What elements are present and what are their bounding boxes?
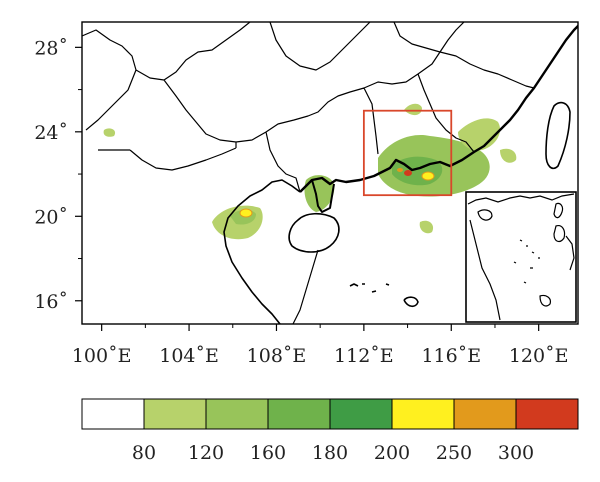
colorbar-label: 180: [312, 442, 348, 464]
rain-area-east-sea: [500, 148, 517, 163]
rain-core-yellow-east: [421, 171, 435, 181]
x-tick-label: 100˚E: [72, 345, 132, 367]
rain-area-upper-right: [458, 118, 501, 151]
colorbar-label: 200: [374, 442, 410, 464]
coastline-vietnam: [223, 179, 301, 324]
colorbar-label: 80: [132, 442, 156, 464]
x-tick-label: 104˚E: [159, 345, 219, 367]
y-tick-label: 20˚: [34, 206, 68, 228]
colorbar-swatch: [391, 398, 455, 430]
precipitation-shading: [103, 103, 517, 240]
colorbar-swatch: [453, 398, 517, 430]
islands-south: [349, 283, 419, 308]
river-vietnam: [292, 249, 319, 324]
coastline-taiwan: [545, 101, 571, 170]
y-tick-label: 24˚: [34, 122, 68, 144]
y-tick-label: 28˚: [34, 37, 68, 59]
rain-area-small-north: [404, 103, 422, 116]
inset-map: [465, 191, 577, 323]
coastline-leizhou: [311, 179, 335, 213]
rain-core-red: [404, 170, 412, 176]
plot-frame: [81, 21, 579, 325]
focus-region-box: [362, 109, 453, 197]
rain-core-orange: [397, 168, 403, 172]
colorbar-label: 250: [436, 442, 472, 464]
colorbar-swatch: [329, 398, 393, 430]
coastline-hainan: [288, 212, 340, 253]
x-tick-label: 112˚E: [334, 345, 394, 367]
x-axis: 100˚E 104˚E 108˚E 112˚E 116˚E 120˚E: [72, 324, 569, 367]
colorbar-swatch: [515, 398, 579, 430]
colorbar-swatch: [267, 398, 331, 430]
x-tick-label: 120˚E: [509, 345, 569, 367]
colorbar: 80 120 160 180 200 250 300: [81, 398, 579, 464]
rain-area-south: [419, 220, 434, 234]
colorbar-swatch: [205, 398, 269, 430]
colorbar-label: 160: [250, 442, 286, 464]
rain-core-yellow-west: [239, 208, 253, 218]
colorbar-label: 120: [188, 442, 224, 464]
y-axis: 28˚ 24˚ 20˚ 16˚: [34, 37, 82, 313]
x-tick-label: 108˚E: [247, 345, 307, 367]
rain-area-leizhou: [304, 175, 335, 212]
inset-coastline: [467, 193, 575, 321]
colorbar-label: 300: [498, 442, 534, 464]
colorbar-swatch: [81, 398, 145, 430]
boundaries: [82, 22, 578, 324]
colorbar-swatch: [143, 398, 207, 430]
rain-area-west-small: [103, 128, 116, 137]
province-borders: [82, 22, 535, 193]
coastline-south-china: [299, 24, 578, 193]
y-tick-label: 16˚: [34, 291, 68, 313]
x-tick-label: 116˚E: [421, 345, 481, 367]
